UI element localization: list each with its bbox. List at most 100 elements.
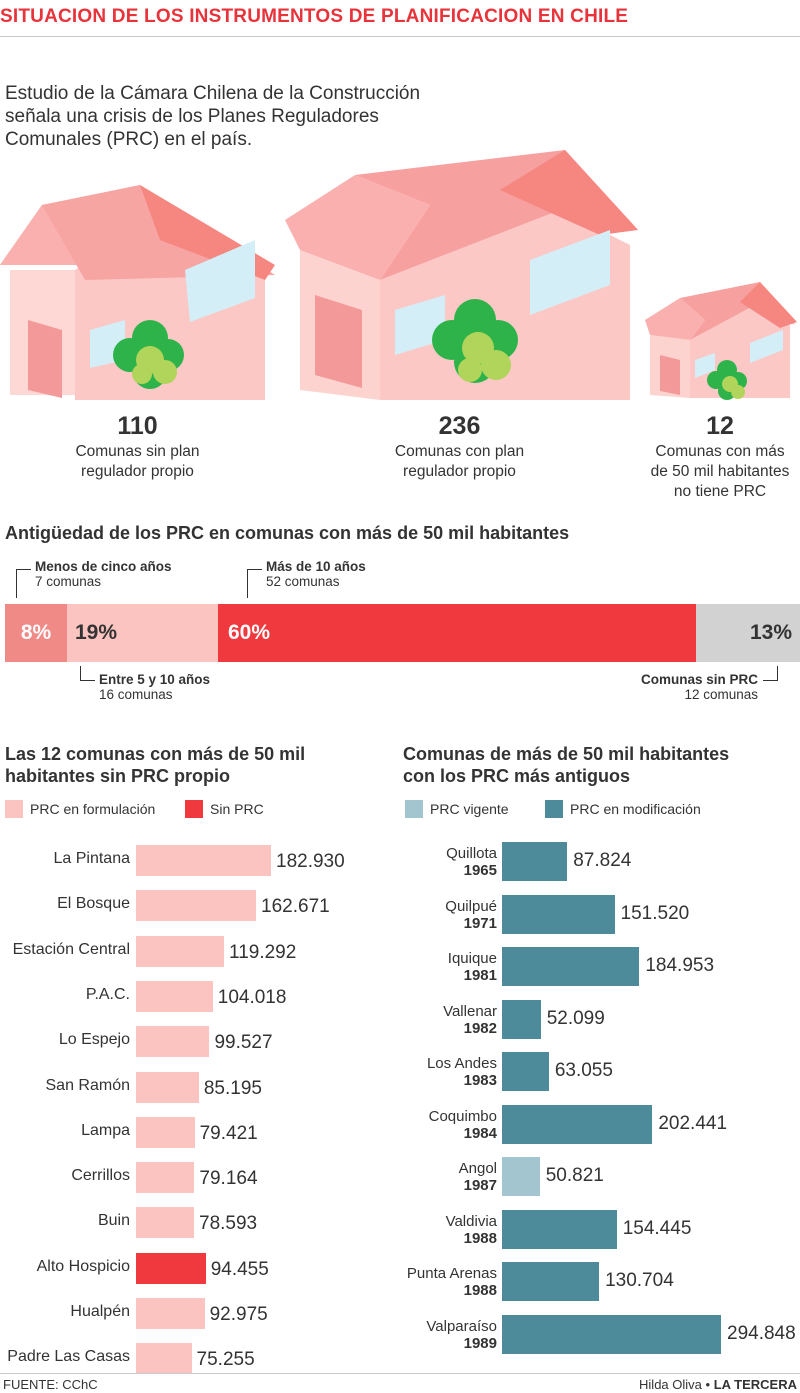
page-title: SITUACION DE LOS INSTRUMENTOS DE PLANIFI… [0, 6, 629, 27]
bar [136, 1207, 194, 1239]
bar [502, 1314, 721, 1354]
bar-category-label: Padre Las Casas [7, 1348, 130, 1366]
age-bar-segment: 8% [5, 604, 67, 662]
title-divider [0, 36, 800, 37]
bar-value-label: 182.930 [276, 851, 345, 872]
stat-value: 236 [438, 412, 481, 440]
bar-value-label: 52.099 [546, 1007, 605, 1029]
bar-category-label: Punta Arenas 1988 [380, 1265, 497, 1299]
segment-caption: Comunas sin PRC 12 comunas [640, 672, 758, 702]
caption-tick [80, 666, 95, 681]
legend-swatch-formulacion [5, 800, 23, 818]
stat-label: Comunas con plan regulador propio [394, 443, 525, 480]
bar [502, 1052, 549, 1091]
intro-text: Estudio de la Cámara Chilena de la Const… [5, 83, 421, 150]
bar [502, 947, 640, 986]
bar-category-label: P.A.C. [85, 985, 130, 1003]
bar-year-label: 1983 [463, 1072, 497, 1089]
bar-category-label: Buin [97, 1212, 130, 1230]
bar-category-label: Angol 1987 [380, 1160, 497, 1194]
author-credit: Hilda Oliva • LA TERCERA [639, 1377, 797, 1392]
legend-label: PRC en modificación [570, 801, 701, 817]
bar-category-label: Lampa [81, 1121, 130, 1139]
bar [136, 1071, 199, 1103]
bar-value-label: 99.527 [214, 1032, 273, 1054]
age-bar-segment: 19% [67, 604, 218, 662]
bar [502, 999, 541, 1039]
caption-tick [247, 569, 262, 598]
bar-category-label: Coquimbo 1984 [380, 1108, 497, 1142]
bar [502, 1209, 617, 1249]
right-chart-title: Comunas de más de 50 mil habitantes con l… [403, 744, 730, 786]
bar-year-label: 1984 [463, 1124, 497, 1142]
legend-swatch-modificacion [545, 800, 563, 818]
bar-year-label: 1987 [463, 1177, 497, 1194]
tree-1-icon [113, 320, 184, 389]
bar-value-label: 85.195 [203, 1077, 262, 1099]
bar [136, 1298, 205, 1329]
legend-swatch-vigente [405, 800, 423, 818]
bar [136, 935, 225, 967]
bar-value-label: 154.445 [622, 1217, 692, 1239]
bar-category-label: Lo Espejo [58, 1031, 130, 1049]
bar-value-label: 119.292 [229, 941, 297, 963]
legend-label: Sin PRC [210, 801, 264, 817]
tree-3-icon [707, 360, 747, 400]
bar-value-label: 151.520 [620, 902, 690, 924]
bar-category-label: Quilpué 1971 [380, 898, 497, 932]
segment-caption: Entre 5 y 10 años 16 comunas [99, 672, 211, 702]
bar-value-label: 130.704 [605, 1270, 674, 1291]
bar [502, 1262, 600, 1301]
bar [136, 845, 271, 876]
bar-category-label: San Ramón [45, 1076, 131, 1094]
bar [136, 1116, 195, 1148]
bar [136, 1252, 206, 1284]
bar-year-label: 1988 [463, 1229, 497, 1247]
house-small-left-icon [0, 185, 275, 400]
bar-value-label: 78.593 [199, 1213, 258, 1235]
bar-value-label: 294.848 [727, 1322, 796, 1344]
stat-label: Comunas con más de 50 mil habitantes no ti… [650, 443, 790, 500]
bar [136, 980, 213, 1012]
bar-category-label: Hualpén [70, 1303, 130, 1320]
bar-category-label: Cerrillos [71, 1167, 130, 1185]
bar [502, 894, 615, 934]
houses-illustration [0, 150, 797, 400]
bar-category-label: Iquique 1981 [380, 950, 497, 984]
left-chart-title: Las 12 comunas con más de 50 mil habitant… [5, 744, 306, 786]
bar-category-label: Alto Hospicio [36, 1257, 130, 1275]
bar-category-label: Valdivia 1988 [380, 1213, 497, 1247]
bar-category-label: La Pintana [53, 850, 130, 867]
bar-value-label: 202.441 [658, 1112, 728, 1134]
bar-year-label: 1982 [463, 1019, 497, 1037]
bar-year-label: 1989 [463, 1334, 497, 1352]
bar-value-label: 75.255 [196, 1349, 255, 1371]
bar-year-label: 1965 [463, 862, 497, 879]
legend-label: PRC en formulación [30, 801, 156, 817]
bar-value-label: 94.455 [210, 1258, 269, 1280]
bar [502, 1157, 540, 1196]
bar-value-label: 79.164 [199, 1168, 258, 1190]
bar-value-label: 87.824 [573, 850, 632, 871]
bar-value-label: 104.018 [217, 986, 287, 1008]
segment-caption: Más de 10 años 52 comunas [266, 559, 366, 589]
bar-category-label: El Bosque [57, 895, 130, 913]
bar-category-label: Quillota 1965 [380, 845, 497, 879]
bar-category-label: Estación Central [12, 940, 130, 958]
bar [136, 1162, 195, 1194]
bar [136, 1026, 210, 1058]
source-credit: FUENTE: CChC [3, 1377, 98, 1392]
bar-category-label: Los Andes 1983 [380, 1055, 497, 1089]
bar-value-label: 79.421 [199, 1122, 258, 1144]
caption-tick [763, 666, 778, 681]
bar-value-label: 50.821 [545, 1165, 604, 1186]
bar [502, 1104, 653, 1144]
legend-label: PRC vigente [430, 801, 509, 817]
stat-label: Comunas sin plan regulador propio [75, 443, 200, 480]
bar-value-label: 162.671 [261, 896, 330, 918]
footer-divider [0, 1373, 800, 1374]
tree-2-icon [432, 299, 518, 383]
bar-category-label: Vallenar 1982 [380, 1003, 497, 1037]
bar-year-label: 1971 [463, 914, 497, 932]
age-section-title: Antigüedad de los PRC en comunas con más… [5, 523, 570, 543]
